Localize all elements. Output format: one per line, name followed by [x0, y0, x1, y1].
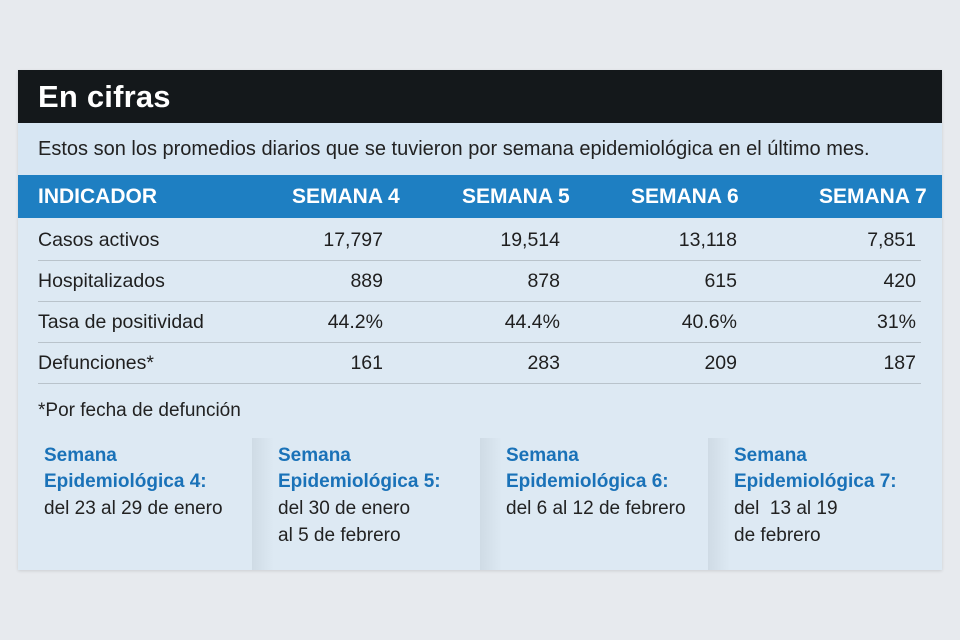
week-6-definition: Semana Epidemiológica 6: del 6 al 12 de … [480, 438, 708, 570]
table-row: Tasa de positividad 44.2% 44.4% 40.6% 31… [38, 302, 921, 343]
week-title: Semana [506, 445, 579, 466]
week-range: del 30 de enero [278, 498, 411, 519]
cell-semana-7: 7,851 [867, 229, 916, 251]
en-cifras-card: En cifras Estos son los promedios diario… [18, 70, 942, 570]
week-range-cont: al 5 de febrero [278, 525, 401, 546]
week-title: Semana [734, 445, 807, 466]
cell-semana-5: 19,514 [500, 229, 560, 251]
cell-semana-5: 878 [527, 270, 560, 292]
row-label: Defunciones* [38, 352, 154, 374]
row-label: Casos activos [38, 229, 160, 251]
row-label: Tasa de positividad [38, 311, 204, 333]
table-row: Hospitalizados 889 878 615 420 [38, 261, 921, 302]
table-row: Defunciones* 161 283 209 187 [38, 343, 921, 384]
cell-semana-4: 161 [350, 352, 383, 374]
week-5-definition: Semana Epidemiológica 5: del 30 de enero… [252, 438, 480, 570]
week-title: Semana [278, 445, 351, 466]
cell-semana-4: 889 [350, 270, 383, 292]
cell-semana-4: 44.2% [327, 311, 383, 333]
cell-semana-6: 209 [704, 352, 737, 374]
week-4-definition: Semana Epidemiológica 4: del 23 al 29 de… [18, 438, 252, 570]
header-semana-5: SEMANA 5 [462, 185, 570, 208]
week-subtitle: Epidemiológica 5: [278, 471, 441, 492]
cell-semana-5: 44.4% [504, 311, 560, 333]
card-title: En cifras [38, 78, 171, 114]
footnote: *Por fecha de defunción [38, 400, 241, 421]
cell-semana-7: 420 [883, 270, 916, 292]
week-title: Semana [44, 445, 117, 466]
card-header: En cifras [18, 70, 942, 123]
header-semana-4: SEMANA 4 [292, 185, 400, 208]
cell-semana-4: 17,797 [323, 229, 383, 251]
cell-semana-6: 13,118 [678, 229, 737, 251]
cell-semana-5: 283 [527, 352, 560, 374]
table-row: Casos activos 17,797 19,514 13,118 7,851 [38, 220, 921, 261]
week-range: del 13 al 19 [734, 498, 838, 519]
week-subtitle: Epidemiológica 4: [44, 471, 207, 492]
week-definitions: Semana Epidemiológica 4: del 23 al 29 de… [18, 438, 942, 570]
cell-semana-6: 615 [704, 270, 737, 292]
week-range: del 6 al 12 de febrero [506, 498, 686, 519]
week-range: del 23 al 29 de enero [44, 498, 223, 519]
week-subtitle: Epidemiológica 7: [734, 471, 897, 492]
intro-text: Estos son los promedios diarios que se t… [18, 123, 942, 175]
cell-semana-6: 40.6% [681, 311, 737, 333]
cell-semana-7: 187 [883, 352, 916, 374]
cell-semana-7: 31% [876, 311, 916, 333]
week-7-definition: Semana Epidemiológica 7: del 13 al 19 de… [708, 438, 942, 570]
header-semana-6: SEMANA 6 [631, 185, 739, 208]
week-range-cont: de febrero [734, 525, 821, 546]
week-subtitle: Epidemiológica 6: [506, 471, 669, 492]
row-label: Hospitalizados [38, 270, 165, 292]
table-header: INDICADOR SEMANA 4 SEMANA 5 SEMANA 6 SEM… [18, 175, 942, 218]
header-semana-7: SEMANA 7 [819, 185, 927, 208]
header-indicador: INDICADOR [38, 185, 157, 208]
